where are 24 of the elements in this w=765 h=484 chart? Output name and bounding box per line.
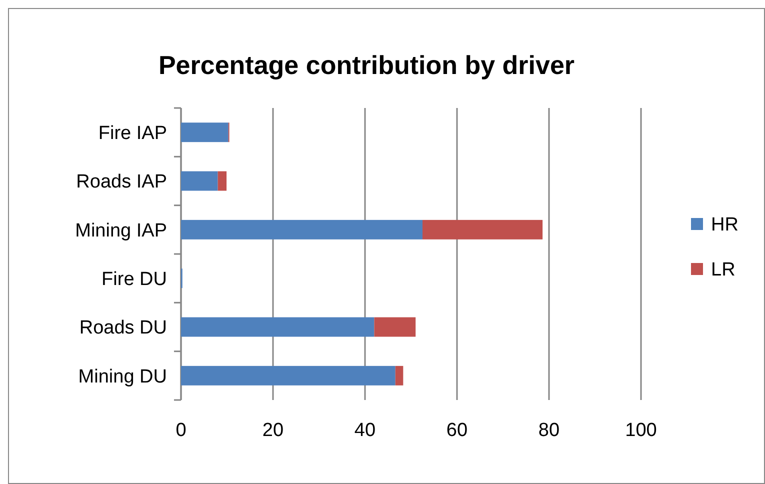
bar <box>181 171 218 191</box>
bar <box>181 122 228 142</box>
y-tick-label: Roads IAP <box>76 172 167 193</box>
x-tick-label: 60 <box>446 420 468 441</box>
bar <box>374 317 416 337</box>
bar <box>422 220 543 240</box>
bar <box>181 366 396 386</box>
legend-label: LR <box>711 260 736 281</box>
bar <box>395 366 404 386</box>
bar <box>218 171 227 191</box>
bar <box>181 317 374 337</box>
y-tick-label: Fire DU <box>102 268 167 290</box>
chart-title: Percentage contribution by driver <box>158 50 575 80</box>
y-tick-label: Mining DU <box>78 366 167 388</box>
y-tick-label: Fire IAP <box>98 122 167 144</box>
x-tick-label: 0 <box>176 420 186 441</box>
x-tick-label: 20 <box>262 420 284 441</box>
x-tick-label: 100 <box>625 420 657 441</box>
x-tick-label: 80 <box>538 420 560 441</box>
x-tick-label: 40 <box>354 420 376 441</box>
y-tick-label: Mining IAP <box>75 220 167 242</box>
legend-label: HR <box>711 214 738 236</box>
y-tick-label: Roads DU <box>79 318 167 339</box>
bar <box>181 220 422 240</box>
